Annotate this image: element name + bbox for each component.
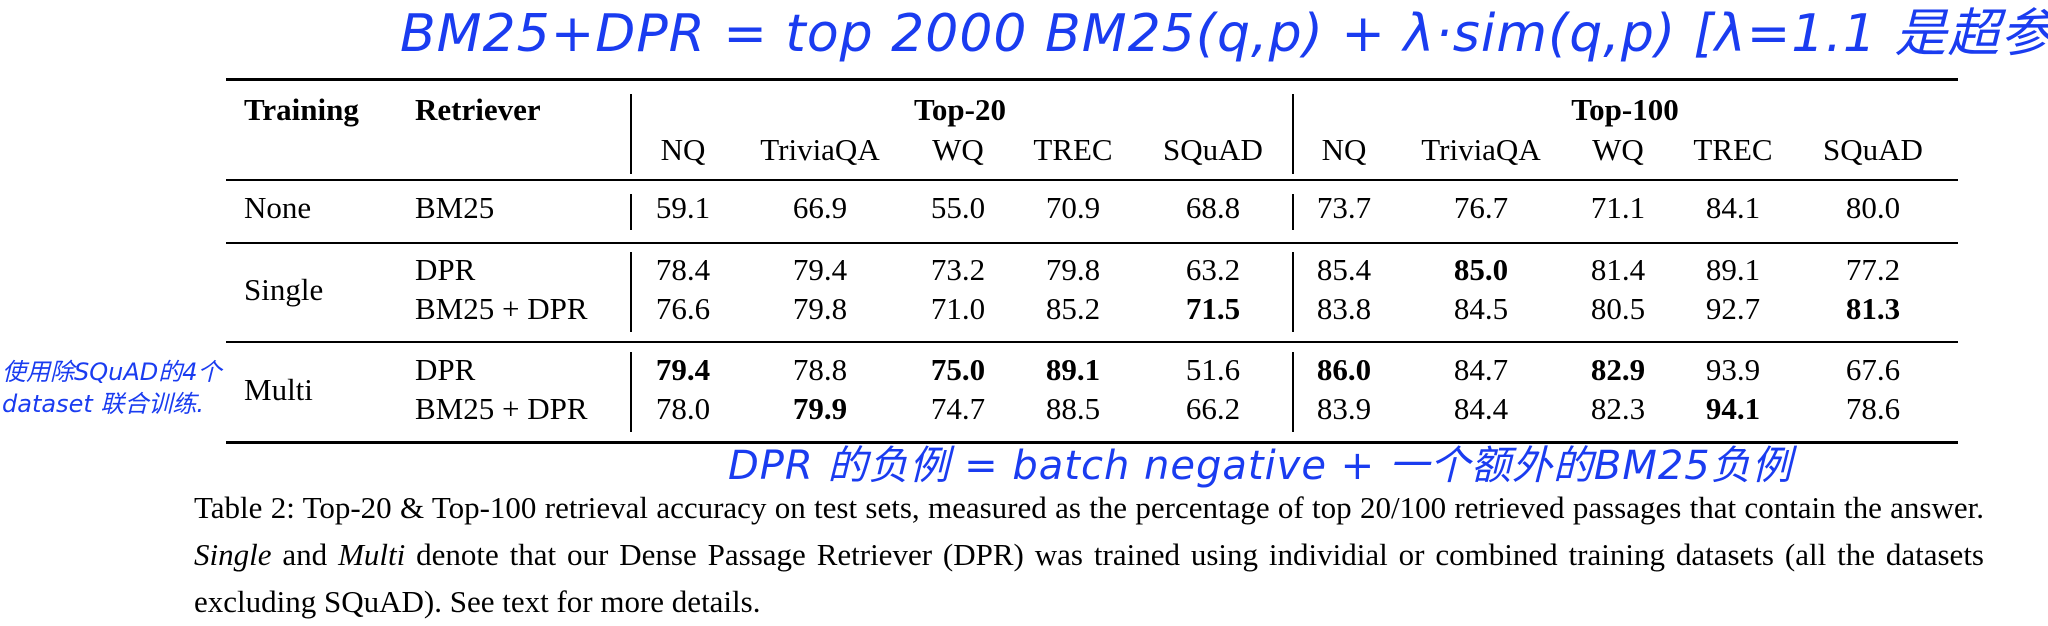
table-cell: 71.5 [1185,291,1241,326]
table-cell: 79.4 [792,252,848,287]
table-cell: 80.0 [1845,190,1901,225]
table-top-rule [226,78,1958,81]
table-cell: 73.2 [930,252,986,287]
table-cell: 55.0 [930,190,986,225]
subheader-top100-wq: WQ [1592,132,1644,167]
caption-part-1: Table 2: Top-20 & Top-100 retrieval accu… [194,490,1984,525]
subheader-top20-nq: NQ [660,132,706,167]
training-label: Multi [244,372,313,407]
table-cell: 66.2 [1185,391,1241,426]
subheader-top20-wq: WQ [932,132,984,167]
table-cell: 63.2 [1185,252,1241,287]
header-retriever: Retriever [415,92,541,127]
column-separator [630,94,632,174]
table-cell: 85.4 [1316,252,1372,287]
table-cell: 78.6 [1845,391,1901,426]
table-cell: 77.2 [1845,252,1901,287]
table-cell: 84.7 [1453,352,1509,387]
subheader-top100-trec: TREC [1693,132,1773,167]
table-cell: 70.9 [1045,190,1101,225]
table-cell: 71.1 [1590,190,1646,225]
table-cell: 84.4 [1453,391,1509,426]
table-cell: 79.4 [655,352,711,387]
table-cell: 93.9 [1705,352,1761,387]
table-cell: 79.9 [792,391,848,426]
table-cell: 83.8 [1316,291,1372,326]
table-caption: Table 2: Top-20 & Top-100 retrieval accu… [194,484,1984,625]
caption-part-2: denote that our Dense Passage Retriever … [194,537,1984,619]
table-cell: 59.1 [655,190,711,225]
table-cell: 73.7 [1316,190,1372,225]
table-cell: 79.8 [792,291,848,326]
column-separator [1292,94,1294,174]
caption-single: Single [194,537,272,572]
table-cell: 81.4 [1590,252,1646,287]
table-cell: 79.8 [1045,252,1101,287]
table-cell: 75.0 [930,352,986,387]
subheader-top100-nq: NQ [1321,132,1367,167]
retriever-label: BM25 + DPR [415,291,588,326]
column-separator [630,194,632,230]
note-line-2: dataset 联合训练. [2,390,204,418]
retriever-label: BM25 [415,190,495,225]
table-cell: 71.0 [930,291,986,326]
subheader-top20-squad: SQuAD [1163,132,1263,167]
training-label: Single [244,272,324,307]
table-cell: 78.8 [792,352,848,387]
table-cell: 67.6 [1845,352,1901,387]
table-cell: 68.8 [1185,190,1241,225]
header-top20: Top-20 [914,92,1006,127]
table-cell: 85.2 [1045,291,1101,326]
subheader-top100-squad: SQuAD [1823,132,1923,167]
table-cell: 88.5 [1045,391,1101,426]
caption-and: and [271,537,339,572]
header-top100: Top-100 [1571,92,1679,127]
table-cell: 92.7 [1705,291,1761,326]
table-header-rule [226,179,1958,181]
table-cell: 78.0 [655,391,711,426]
table-cell: 86.0 [1316,352,1372,387]
table-group-rule-2 [226,341,1958,343]
handwritten-training-note: 使用除SQuAD的4个 dataset 联合训练. [2,356,222,420]
table-cell: 82.9 [1590,352,1646,387]
column-separator [630,252,632,332]
column-separator [1292,252,1294,332]
table-cell: 84.1 [1705,190,1761,225]
header-training: Training [244,92,359,127]
table-cell: 80.5 [1590,291,1646,326]
table-group-rule-1 [226,242,1958,244]
training-label: None [244,190,312,225]
table-cell: 89.1 [1705,252,1761,287]
retriever-label: DPR [415,252,476,287]
table-cell: 82.3 [1590,391,1646,426]
note-line-1: 使用除SQuAD的4个 [2,358,222,386]
table-cell: 51.6 [1185,352,1241,387]
table-cell: 78.4 [655,252,711,287]
handwritten-negative-sample-note: DPR 的负例 = batch negative + 一个额外的BM25负例 [728,443,1793,489]
caption-multi: Multi [338,537,406,572]
table-cell: 66.9 [792,190,848,225]
subheader-top100-triviaqa: TriviaQA [1421,132,1541,167]
table-cell: 84.5 [1453,291,1509,326]
retriever-label: BM25 + DPR [415,391,588,426]
retriever-label: DPR [415,352,476,387]
table-cell: 85.0 [1453,252,1509,287]
table-bottom-rule [226,441,1958,444]
handwritten-formula-annotation: BM25+DPR = top 2000 BM25(q,p) + λ·sim(q,… [400,4,2048,64]
table-cell: 76.6 [655,291,711,326]
table-cell: 81.3 [1845,291,1901,326]
table-cell: 74.7 [930,391,986,426]
column-separator [1292,194,1294,230]
table-cell: 89.1 [1045,352,1101,387]
subheader-top20-triviaqa: TriviaQA [760,132,880,167]
column-separator [1292,352,1294,432]
subheader-top20-trec: TREC [1033,132,1113,167]
column-separator [630,352,632,432]
table-cell: 76.7 [1453,190,1509,225]
table-cell: 83.9 [1316,391,1372,426]
table-cell: 94.1 [1705,391,1761,426]
